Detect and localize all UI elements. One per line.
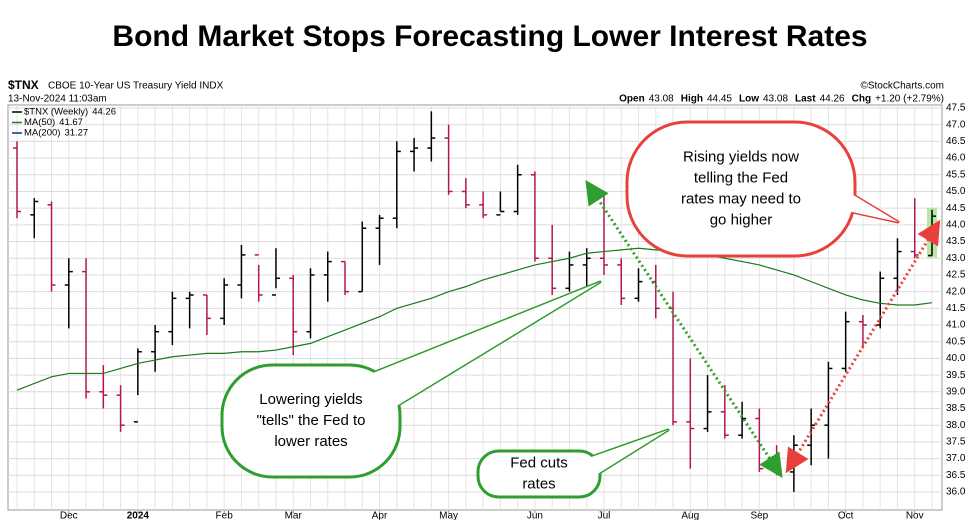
legend-name: MA(50) [24, 117, 55, 128]
x-tick-label: Dec [60, 511, 78, 520]
y-tick-label: 42.0 [946, 286, 966, 297]
y-tick-label: 44.0 [946, 220, 966, 231]
y-tick-label: 39.0 [946, 386, 966, 397]
y-tick-label: 41.5 [946, 303, 966, 314]
callout-text: "tells" the Fed to [256, 412, 365, 429]
y-tick-label: 37.0 [946, 453, 966, 464]
trend-arrow [785, 219, 941, 474]
y-tick-label: 46.0 [946, 153, 966, 164]
x-tick-label: Nov [906, 511, 924, 520]
x-tick-label: Aug [681, 511, 699, 520]
x-tick-label: Mar [285, 511, 303, 520]
x-tick-label: Jun [527, 511, 543, 520]
y-tick-label: 40.5 [946, 336, 966, 347]
timestamp: 13-Nov-2024 11:03am [8, 94, 107, 105]
quote-value: 43.08 [649, 94, 674, 105]
x-tick-label: Feb [216, 511, 234, 520]
ma-line [16, 247, 933, 391]
callout-text: telling the Fed [694, 169, 788, 186]
quote-value: 44.26 [820, 94, 845, 105]
y-tick-label: 42.5 [946, 270, 966, 281]
y-tick-label: 36.5 [946, 470, 966, 481]
quote-label: Last [795, 94, 816, 105]
callout-text: go higher [710, 211, 773, 228]
quote-label: Low [739, 94, 759, 105]
quote-value: 44.45 [707, 94, 732, 105]
y-tick-label: 38.5 [946, 403, 966, 414]
legend-name: MA(200) [24, 128, 60, 139]
quote-value: +1.20 (+2.79%) [875, 94, 944, 105]
callout-text: lower rates [274, 433, 347, 450]
y-tick-label: 43.5 [946, 236, 966, 247]
y-tick-label: 45.0 [946, 186, 966, 197]
x-tick-label: Oct [838, 511, 854, 520]
callout-tail-cover [368, 282, 600, 410]
callout-tail-cover [820, 175, 898, 222]
quote-label: Chg [852, 94, 871, 105]
y-tick-label: 47.5 [946, 103, 966, 114]
x-tick-label: Jul [598, 511, 611, 520]
y-tick-label: 38.0 [946, 420, 966, 431]
callout-text: Lowering yields [259, 391, 362, 408]
y-tick-label: 44.5 [946, 203, 966, 214]
y-tick-label: 40.0 [946, 353, 966, 364]
callout-text: rates [522, 475, 555, 492]
description: CBOE 10-Year US Treasury Yield INDX [48, 81, 224, 92]
trend-arrow [585, 179, 783, 479]
y-tick-label: 43.0 [946, 253, 966, 264]
callout-bubble [625, 120, 857, 258]
legend-name: $TNX (Weekly) [24, 107, 88, 118]
callout-bubble [220, 363, 402, 479]
y-tick-label: 46.5 [946, 136, 966, 147]
quote: +1.20 (+2.79%) Chg 44.26 Last 43.08 Low 44.45 H… [619, 94, 944, 105]
legend-value: 44.26 [92, 107, 116, 118]
symbol: $TNX [8, 78, 39, 92]
y-tick-label: 45.5 [946, 169, 966, 180]
x-tick-label: Sep [750, 511, 768, 520]
quote-value: 43.08 [763, 94, 788, 105]
legend-value: 31.27 [64, 128, 88, 139]
source: ©StockCharts.com [860, 81, 944, 92]
callout-bubble [476, 449, 602, 499]
callout-text: Rising yields now [683, 148, 799, 165]
callout-tail-cover [580, 430, 668, 480]
x-tick-label: 2024 [127, 511, 150, 520]
quote-label: Open [619, 94, 645, 105]
quote-label: High [681, 94, 703, 105]
y-tick-label: 37.5 [946, 437, 966, 448]
y-tick-label: 39.5 [946, 370, 966, 381]
callout-text: Fed cuts [510, 454, 568, 471]
legend-value: 41.67 [59, 117, 83, 128]
callout-text: rates may need to [681, 190, 801, 207]
y-tick-label: 36.0 [946, 487, 966, 498]
chart-title: Bond Market Stops Forecasting Lower Inte… [112, 20, 867, 53]
y-tick-label: 41.0 [946, 320, 966, 331]
y-tick-label: 47.0 [946, 119, 966, 130]
plot-frame [7, 104, 943, 511]
x-tick-label: Apr [372, 511, 388, 520]
x-tick-label: May [439, 511, 458, 520]
